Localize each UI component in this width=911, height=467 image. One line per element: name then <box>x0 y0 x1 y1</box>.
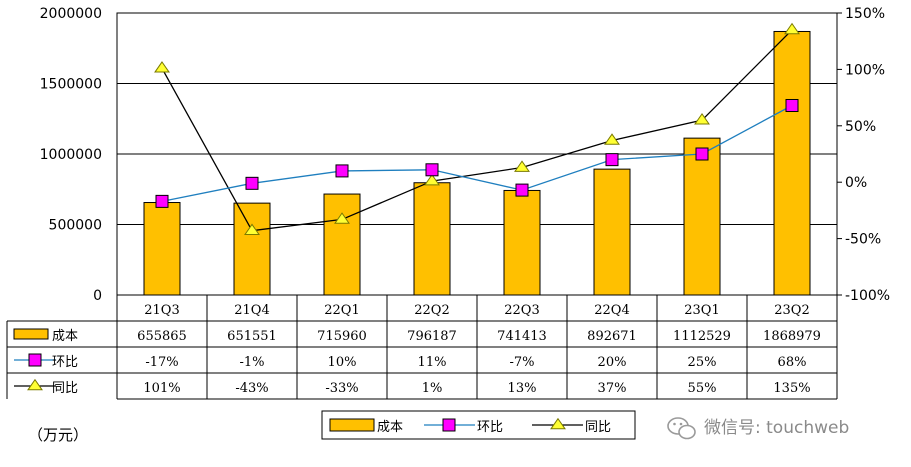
table-cell: 655865 <box>137 329 187 344</box>
x-tick-label: 21Q3 <box>144 303 179 318</box>
bar <box>683 137 721 296</box>
table-cell: 715960 <box>317 329 367 344</box>
table-cell: 11% <box>418 355 447 370</box>
table-cell: 68% <box>778 355 807 370</box>
y-left-tick-label: 1000000 <box>40 147 102 163</box>
row-key-marker <box>28 353 42 367</box>
legend-label: 同比 <box>585 420 611 435</box>
table-cell: -1% <box>239 355 264 370</box>
mom-point <box>245 176 259 190</box>
watermark: 微信号: touchweb <box>667 417 849 440</box>
mom-point <box>785 98 799 112</box>
table-cell: 135% <box>773 381 810 396</box>
mom-point <box>605 153 619 167</box>
table-cell: 55% <box>688 381 717 396</box>
bar <box>593 168 631 296</box>
table-cell: 13% <box>508 381 537 396</box>
mom-point <box>155 194 169 208</box>
table-cell: 1% <box>422 381 443 396</box>
legend-marker <box>550 417 566 430</box>
yoy-point <box>424 173 440 186</box>
mom-point <box>335 164 349 178</box>
watermark-text: 微信号: touchweb <box>704 418 849 438</box>
y-right-tick-label: 50% <box>845 119 876 135</box>
yoy-point <box>784 22 800 35</box>
table-cell: 10% <box>328 355 357 370</box>
yoy-point <box>514 160 530 172</box>
bar <box>503 189 541 296</box>
legend: 成本 环比 同比 <box>321 410 636 440</box>
y-left-tick-label: 0 <box>93 288 102 304</box>
bar <box>413 182 451 296</box>
table-cell: 1868979 <box>763 329 821 344</box>
y-right-tick-label: -100% <box>845 288 890 304</box>
yoy-point <box>694 112 710 125</box>
table-cell: 741413 <box>497 329 547 344</box>
wechat-icon <box>667 417 696 440</box>
series-lines <box>154 22 800 235</box>
y-right-tick-label: -50% <box>845 232 881 248</box>
table-cell: 20% <box>598 355 627 370</box>
table-cell: -33% <box>325 381 358 396</box>
mom-point <box>425 163 439 177</box>
unit-label: （万元） <box>28 426 88 444</box>
mom-series-line <box>161 104 793 203</box>
y-left-tick-label: 2000000 <box>40 6 102 22</box>
x-tick-label: 23Q1 <box>684 303 719 318</box>
table-cell: 25% <box>688 355 717 370</box>
row-key-bar <box>13 328 49 340</box>
table-cell: -17% <box>145 355 178 370</box>
table-cell: 651551 <box>227 329 277 344</box>
table-cell: 1112529 <box>673 329 731 344</box>
table-cell: -7% <box>509 355 534 370</box>
bar <box>233 202 271 296</box>
yoy-point <box>154 61 170 73</box>
legend-bar-key <box>329 418 375 432</box>
x-tick-label: 22Q1 <box>324 303 359 318</box>
mom-point <box>515 183 529 197</box>
row-key-marker <box>27 378 43 391</box>
table-cell: -43% <box>235 381 268 396</box>
grid-lines <box>117 12 837 296</box>
bar <box>323 193 361 296</box>
bar <box>143 202 181 296</box>
bar <box>773 30 811 296</box>
x-tick-label: 23Q2 <box>774 303 809 318</box>
legend-label: 成本 <box>377 420 403 435</box>
yoy-point <box>604 133 620 145</box>
table-cell: 892671 <box>587 329 637 344</box>
y-right-tick-label: 0% <box>845 175 867 191</box>
legend-label: 环比 <box>477 420 503 435</box>
y-right-tick-label: 100% <box>845 62 885 78</box>
row-header: 成本 <box>52 329 78 344</box>
table-cell: 101% <box>143 381 180 396</box>
y-left-tick-label: 1500000 <box>40 77 102 93</box>
x-tick-label: 22Q4 <box>594 303 629 318</box>
row-header: 环比 <box>52 355 78 370</box>
row-header: 同比 <box>52 381 78 396</box>
x-tick-label: 22Q2 <box>414 303 449 318</box>
table-cell: 37% <box>598 381 627 396</box>
yoy-point <box>244 223 260 235</box>
y-right-tick-label: 150% <box>845 6 885 22</box>
mom-point <box>695 147 709 161</box>
legend-marker <box>442 418 456 432</box>
yoy-series-line <box>161 29 793 232</box>
data-table: 21Q3 21Q4 22Q1 22Q2 22Q3 22Q4 23Q1 23Q2 成本 655865… <box>6 295 838 400</box>
table-cell: 796187 <box>407 329 457 344</box>
x-tick-label: 21Q4 <box>234 303 269 318</box>
bars <box>143 30 811 296</box>
yoy-point <box>334 212 350 224</box>
x-tick-label: 22Q3 <box>504 303 539 318</box>
y-left-tick-label: 500000 <box>49 218 102 234</box>
